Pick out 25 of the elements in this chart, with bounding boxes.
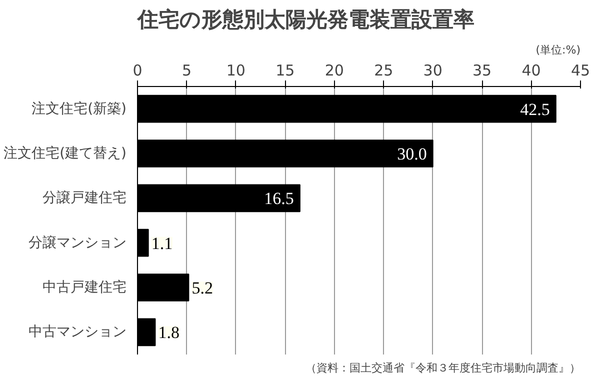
y-tick-label: 注文住宅(建て替え) xyxy=(4,146,127,162)
chart-subtitle: (単位:%) xyxy=(536,44,581,56)
data-label: 42.5 xyxy=(520,100,550,119)
x-tick-label: 15 xyxy=(276,62,295,80)
x-tick-label: 45 xyxy=(570,62,590,80)
x-tick-label: 35 xyxy=(472,62,492,80)
y-tick-label: 分譲マンション xyxy=(28,234,126,251)
data-label: 5.2 xyxy=(192,278,213,298)
data-label: 16.5 xyxy=(264,189,294,208)
y-tick-label: 中古マンション xyxy=(28,324,126,340)
x-tick-label: 40 xyxy=(522,62,541,80)
y-tick-label: 注文住宅(新築) xyxy=(32,100,127,117)
chart-title: 住宅の形態別太陽光発電装置設置率 xyxy=(136,8,474,32)
x-tick-label: 30 xyxy=(423,62,442,80)
text: （資料：国土交通省『令和３年度住宅市場動向調査』） xyxy=(306,362,580,374)
data-label: 30.0 xyxy=(397,144,427,164)
y-tick-label: 分譲戸建住宅 xyxy=(42,190,126,206)
data-label: 1.8 xyxy=(158,323,180,342)
x-tick-label: 0 xyxy=(132,62,142,80)
x-tick-label: 5 xyxy=(182,62,192,80)
y-tick-label: 中古戸建住宅 xyxy=(42,280,126,296)
x-tick-label: 25 xyxy=(374,62,394,80)
x-tick-label: 20 xyxy=(324,62,344,80)
data-label: 1.1 xyxy=(151,234,173,253)
x-tick-label: 10 xyxy=(226,62,246,80)
